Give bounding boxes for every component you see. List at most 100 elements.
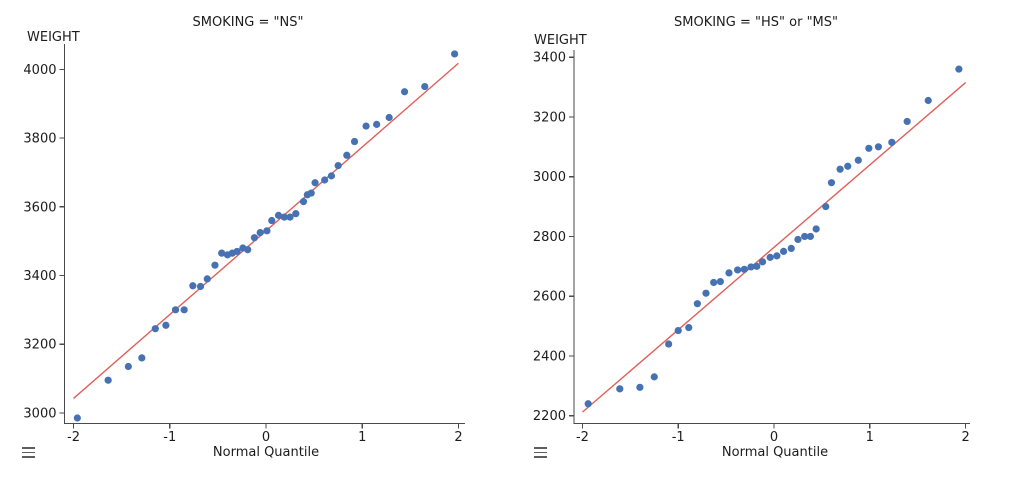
y-tick-label: 3400 [23, 269, 56, 284]
data-point[interactable] [685, 323, 693, 332]
data-point[interactable] [385, 113, 393, 122]
data-point[interactable] [218, 249, 226, 257]
data-point[interactable] [779, 247, 788, 255]
data-point[interactable] [233, 247, 241, 256]
data-point[interactable] [812, 225, 820, 233]
data-point[interactable] [693, 300, 701, 308]
data-point[interactable] [665, 340, 673, 348]
data-point[interactable] [256, 228, 264, 237]
data-point[interactable] [451, 50, 459, 58]
data-point[interactable] [787, 244, 795, 253]
data-point[interactable] [286, 213, 294, 221]
y-tick-label: 2200 [533, 409, 566, 424]
data-point[interactable] [299, 198, 308, 206]
x-tick-label: 1 [358, 430, 366, 445]
y-tick-label: 4000 [23, 63, 56, 78]
data-point[interactable] [311, 179, 319, 187]
data-point[interactable] [903, 117, 911, 126]
qq-plot-ns-canvas: 3000 3200 3400 3600 3800 4000 -2 -1 0 1 2 [23, 44, 465, 445]
data-point[interactable] [674, 326, 682, 335]
data-point[interactable] [244, 246, 252, 254]
data-point[interactable] [180, 306, 188, 314]
hamburger-bar [22, 456, 35, 458]
data-point[interactable] [373, 120, 381, 128]
data-point[interactable] [307, 189, 315, 197]
hamburger-icon[interactable] [20, 445, 37, 460]
data-point[interactable] [263, 227, 271, 235]
data-point[interactable] [343, 151, 351, 159]
data-point[interactable] [421, 82, 429, 91]
data-point[interactable] [162, 321, 170, 329]
data-point[interactable] [189, 282, 197, 290]
data-point[interactable] [400, 88, 409, 96]
data-point[interactable] [747, 263, 755, 271]
data-point[interactable] [716, 277, 724, 286]
qq-plot-hs-ms-canvas: 2200 2400 2600 2800 3000 3200 3400 -2 -1 0 1 2 [533, 50, 970, 445]
data-point[interactable] [292, 210, 300, 218]
x-tick-label: 2 [454, 430, 462, 445]
hamburger-bar [22, 451, 35, 454]
data-point[interactable] [268, 216, 276, 225]
data-point[interactable] [334, 161, 342, 170]
data-point[interactable] [196, 282, 205, 291]
data-point[interactable] [321, 176, 329, 184]
data-point[interactable] [806, 232, 815, 241]
data-point[interactable] [734, 266, 742, 274]
y-tick-label: 3200 [23, 338, 56, 353]
data-point[interactable] [327, 172, 336, 180]
data-point[interactable] [801, 232, 809, 241]
x-axis-label-normal-quantile: Normal Quantile [721, 445, 829, 460]
data-point[interactable] [766, 253, 774, 261]
data-point[interactable] [650, 373, 658, 381]
data-point[interactable] [888, 138, 896, 146]
data-point[interactable] [274, 211, 283, 219]
y-tick-label: 3800 [23, 132, 56, 147]
y-tick-label: 3000 [533, 170, 566, 185]
data-point[interactable] [636, 383, 644, 391]
data-point[interactable] [725, 269, 733, 277]
data-point[interactable] [138, 354, 146, 362]
data-point[interactable] [924, 96, 932, 105]
data-point[interactable] [124, 362, 132, 371]
data-point[interactable] [151, 325, 159, 333]
data-point[interactable] [836, 165, 844, 173]
data-point[interactable] [350, 137, 359, 146]
normal-reference-line[interactable] [581, 82, 967, 413]
data-point[interactable] [211, 261, 219, 269]
y-tick-label: 2800 [533, 230, 566, 245]
data-point[interactable] [616, 385, 624, 393]
data-point[interactable] [758, 258, 767, 266]
data-point[interactable] [794, 235, 802, 244]
y-axis-label-weight: WEIGHT [534, 33, 587, 48]
data-point[interactable] [955, 65, 963, 73]
data-point[interactable] [280, 213, 288, 221]
data-point[interactable] [362, 122, 370, 130]
data-point[interactable] [171, 306, 180, 314]
data-point[interactable] [827, 179, 836, 187]
data-point[interactable] [865, 144, 873, 152]
data-point[interactable] [844, 162, 852, 170]
y-tick-label: 2600 [533, 290, 566, 305]
hamburger-bar [22, 447, 35, 449]
x-tick-label: -2 [576, 430, 589, 445]
x-tick-label: -1 [163, 430, 176, 445]
data-point[interactable] [773, 252, 781, 260]
data-point[interactable] [854, 156, 862, 164]
data-point[interactable] [73, 414, 81, 422]
y-tick-label: 3600 [23, 200, 56, 215]
hamburger-icon[interactable] [532, 445, 549, 460]
data-point[interactable] [710, 278, 718, 287]
data-point[interactable] [740, 265, 748, 273]
y-tick-label: 2400 [533, 349, 566, 364]
data-point[interactable] [874, 143, 883, 151]
data-point[interactable] [584, 400, 592, 408]
data-point[interactable] [104, 376, 112, 384]
data-point[interactable] [753, 262, 761, 270]
x-axis-label-normal-quantile: Normal Quantile [212, 445, 320, 460]
data-point[interactable] [250, 234, 259, 242]
data-point[interactable] [702, 289, 710, 297]
data-point[interactable] [203, 275, 211, 283]
data-point[interactable] [822, 202, 830, 211]
y-tick-label: 3000 [23, 406, 56, 421]
